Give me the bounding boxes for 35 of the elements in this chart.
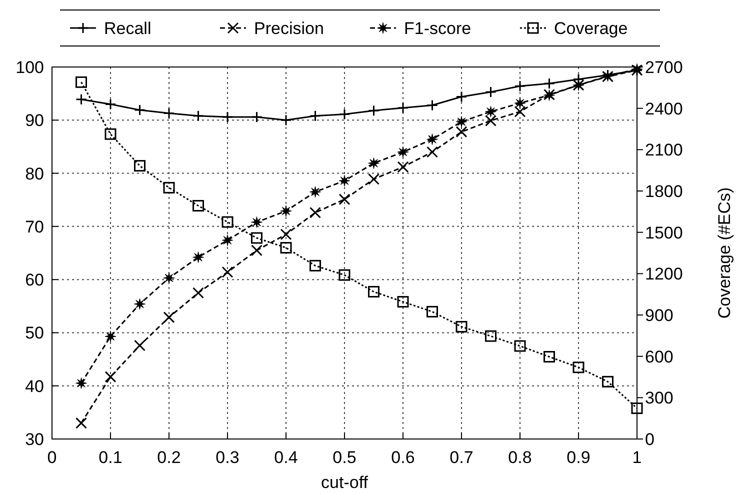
y2-tick-label: 600 [645,347,674,366]
legend-label: Recall [104,19,152,38]
y-tick-label: 40 [25,376,44,396]
y-tick-label: 80 [25,164,44,184]
x-tick-label: 0.8 [508,448,532,467]
y-tick-label: 100 [16,58,44,77]
x-tick-label: 0.3 [216,448,240,467]
y2-tick-label: 2700 [645,58,683,77]
x-axis-title: cut-off [321,473,368,492]
x-tick-label: 0.4 [274,448,298,467]
x-tick-label: 0.6 [391,448,415,467]
y2-tick-label: 1500 [645,223,683,242]
y2-tick-label: 300 [645,388,674,408]
y2-tick-label: 1200 [645,264,683,284]
x-tick-label: 1 [632,448,642,467]
x-tick-label: 0 [47,448,57,467]
y-tick-label: 50 [25,324,44,343]
y-tick-label: 70 [25,217,44,236]
legend-label: Precision [254,19,324,38]
legend-label: F1-score [404,19,472,38]
y2-axis-title: Coverage (#ECs) [715,187,734,319]
y-tick-label: 60 [25,270,44,290]
x-tick-label: 0.5 [332,448,356,467]
x-tick-label: 0.7 [450,448,474,467]
y2-tick-label: 1800 [645,182,683,201]
y2-tick-label: 0 [645,430,654,449]
y-tick-label: 30 [25,430,44,449]
x-tick-label: 0.1 [98,448,122,467]
x-tick-label: 0.9 [566,448,590,467]
y-tick-label: 90 [25,111,44,130]
y2-tick-label: 2100 [645,140,683,160]
y2-tick-label: 2400 [645,99,683,118]
y2-tick-label: 900 [645,306,674,325]
x-tick-label: 0.2 [157,448,181,467]
legend-label: Coverage [554,19,628,38]
